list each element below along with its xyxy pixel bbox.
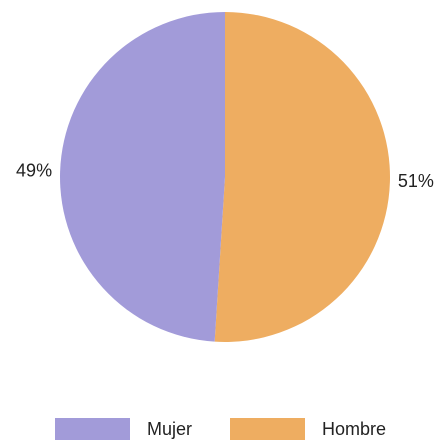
legend-swatch [230,418,305,440]
legend-label: Mujer [147,419,192,439]
legend-swatch [55,418,130,440]
pie-slice [214,12,391,342]
legend-label: Hombre [322,419,386,439]
data-label: 49% [16,160,52,180]
pie-slice [60,12,225,342]
data-label: 51% [398,171,434,191]
